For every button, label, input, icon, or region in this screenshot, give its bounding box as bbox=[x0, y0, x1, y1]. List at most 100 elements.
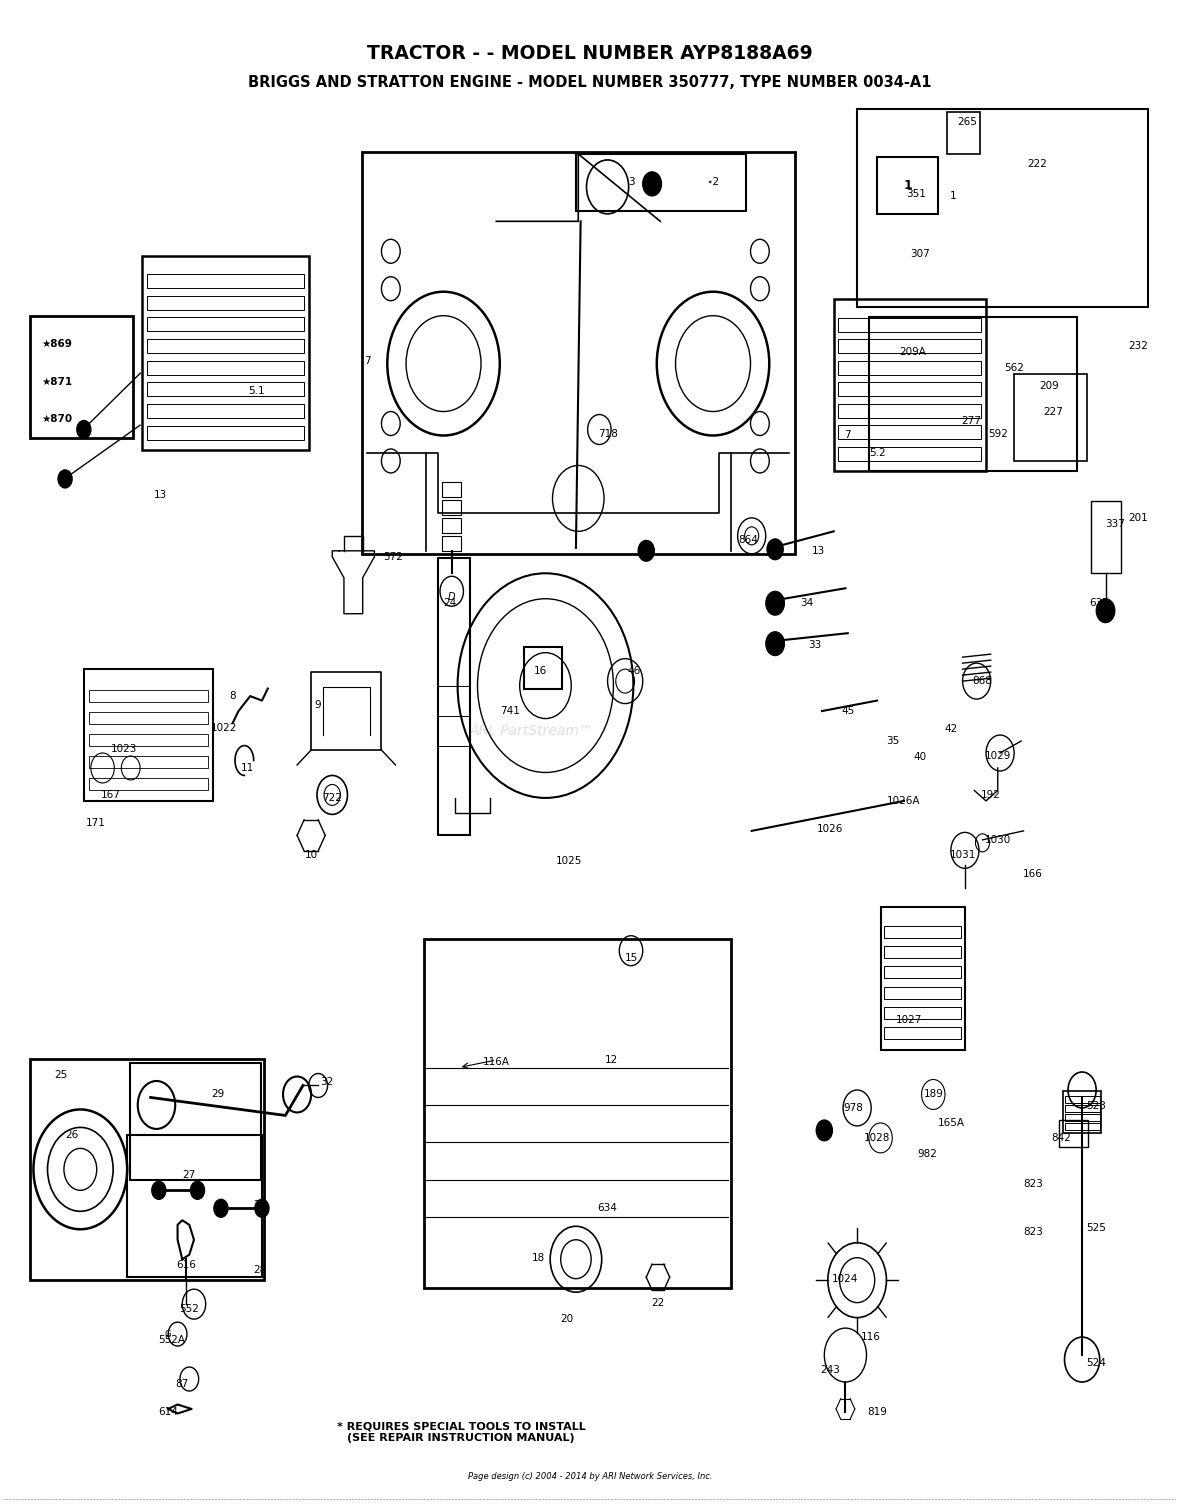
Text: 171: 171 bbox=[86, 818, 105, 828]
Bar bbox=[1063, 1092, 1101, 1134]
Circle shape bbox=[817, 1120, 833, 1142]
Text: 3: 3 bbox=[628, 178, 635, 187]
Text: 562: 562 bbox=[1004, 363, 1024, 373]
Text: 33: 33 bbox=[808, 640, 821, 651]
Bar bbox=[1014, 373, 1087, 461]
Bar bbox=[839, 404, 982, 417]
Text: 13: 13 bbox=[812, 545, 825, 556]
Bar bbox=[84, 669, 212, 801]
Text: 45: 45 bbox=[841, 706, 854, 715]
Text: ★871: ★871 bbox=[41, 376, 73, 387]
Text: 27: 27 bbox=[183, 1170, 196, 1181]
Text: 525: 525 bbox=[1087, 1223, 1106, 1233]
Text: 84: 84 bbox=[640, 548, 653, 559]
Text: BRIGGS AND STRATTON ENGINE - MODEL NUMBER 350777, TYPE NUMBER 0034-A1: BRIGGS AND STRATTON ENGINE - MODEL NUMBE… bbox=[248, 74, 932, 89]
Bar bbox=[524, 646, 562, 688]
Text: 35: 35 bbox=[886, 736, 899, 745]
Bar bbox=[88, 733, 208, 745]
Bar bbox=[839, 339, 982, 352]
Text: 1027: 1027 bbox=[896, 1015, 922, 1024]
Text: 864: 864 bbox=[739, 535, 758, 545]
Bar bbox=[880, 907, 965, 1050]
Text: 307: 307 bbox=[911, 250, 930, 259]
Text: 982: 982 bbox=[918, 1149, 937, 1160]
Text: 635: 635 bbox=[1090, 598, 1109, 608]
Circle shape bbox=[190, 1181, 204, 1199]
Bar bbox=[424, 938, 730, 1288]
Bar bbox=[877, 157, 938, 214]
Bar bbox=[839, 425, 982, 440]
Text: 277: 277 bbox=[961, 416, 981, 426]
Bar bbox=[1064, 1123, 1100, 1131]
Bar bbox=[442, 518, 461, 533]
Bar bbox=[30, 316, 133, 438]
Text: 84: 84 bbox=[818, 1128, 831, 1139]
Bar bbox=[148, 383, 304, 396]
Text: 823: 823 bbox=[1023, 1227, 1043, 1238]
Bar bbox=[148, 339, 304, 352]
Text: 167: 167 bbox=[100, 791, 120, 800]
Text: 32: 32 bbox=[320, 1077, 333, 1087]
Text: 192: 192 bbox=[981, 791, 1001, 800]
Bar bbox=[438, 559, 471, 836]
Text: 634: 634 bbox=[597, 1203, 617, 1214]
Bar bbox=[88, 756, 208, 768]
Text: 265: 265 bbox=[957, 117, 977, 128]
Text: ARL PartStream™: ARL PartStream™ bbox=[470, 723, 594, 738]
Text: 12: 12 bbox=[604, 1056, 617, 1065]
Text: 165A: 165A bbox=[937, 1117, 964, 1128]
Text: 823: 823 bbox=[1023, 1179, 1043, 1190]
Text: 1029: 1029 bbox=[984, 751, 1011, 761]
Text: 1: 1 bbox=[950, 191, 957, 200]
Text: 46: 46 bbox=[628, 666, 641, 676]
Text: 1028: 1028 bbox=[864, 1133, 890, 1143]
Bar bbox=[148, 295, 304, 310]
Bar bbox=[148, 426, 304, 440]
Bar bbox=[834, 300, 986, 471]
Bar bbox=[361, 152, 795, 554]
Text: 40: 40 bbox=[913, 753, 927, 762]
Bar bbox=[1058, 1120, 1088, 1148]
Circle shape bbox=[1096, 599, 1115, 622]
Text: 189: 189 bbox=[924, 1089, 943, 1099]
Text: 9: 9 bbox=[315, 700, 321, 709]
Text: ★869: ★869 bbox=[41, 339, 72, 349]
Text: 18: 18 bbox=[532, 1253, 545, 1262]
Text: 29: 29 bbox=[211, 1089, 224, 1099]
Text: 116A: 116A bbox=[483, 1057, 510, 1066]
Bar bbox=[839, 447, 982, 461]
Bar bbox=[884, 946, 962, 958]
Text: 552: 552 bbox=[179, 1304, 199, 1313]
Text: 24: 24 bbox=[442, 598, 455, 608]
Circle shape bbox=[638, 541, 655, 562]
Bar bbox=[442, 536, 461, 551]
Text: 1024: 1024 bbox=[832, 1274, 859, 1283]
Circle shape bbox=[766, 592, 785, 616]
Bar bbox=[839, 318, 982, 331]
Text: 552A: 552A bbox=[158, 1336, 185, 1345]
Text: D: D bbox=[448, 592, 455, 602]
Bar bbox=[127, 1136, 262, 1277]
Text: 616: 616 bbox=[176, 1261, 196, 1270]
Bar bbox=[857, 108, 1148, 307]
Text: 243: 243 bbox=[820, 1364, 840, 1375]
Bar bbox=[884, 967, 962, 979]
Bar bbox=[884, 1027, 962, 1039]
Text: 523: 523 bbox=[1087, 1101, 1106, 1111]
Text: 1031: 1031 bbox=[950, 849, 976, 860]
Text: 13: 13 bbox=[153, 491, 166, 500]
Text: 592: 592 bbox=[988, 429, 1008, 438]
Text: 27: 27 bbox=[253, 1200, 267, 1211]
Text: 842: 842 bbox=[1051, 1133, 1071, 1143]
Text: 232: 232 bbox=[1128, 340, 1148, 351]
Circle shape bbox=[643, 172, 662, 196]
Bar bbox=[884, 926, 962, 938]
Circle shape bbox=[255, 1199, 269, 1217]
Text: 1: 1 bbox=[903, 179, 912, 191]
Text: 1023: 1023 bbox=[111, 744, 137, 753]
Text: 722: 722 bbox=[322, 794, 342, 803]
Bar bbox=[1064, 1114, 1100, 1122]
Bar bbox=[148, 274, 304, 288]
Text: 614: 614 bbox=[158, 1407, 178, 1417]
Circle shape bbox=[214, 1199, 228, 1217]
